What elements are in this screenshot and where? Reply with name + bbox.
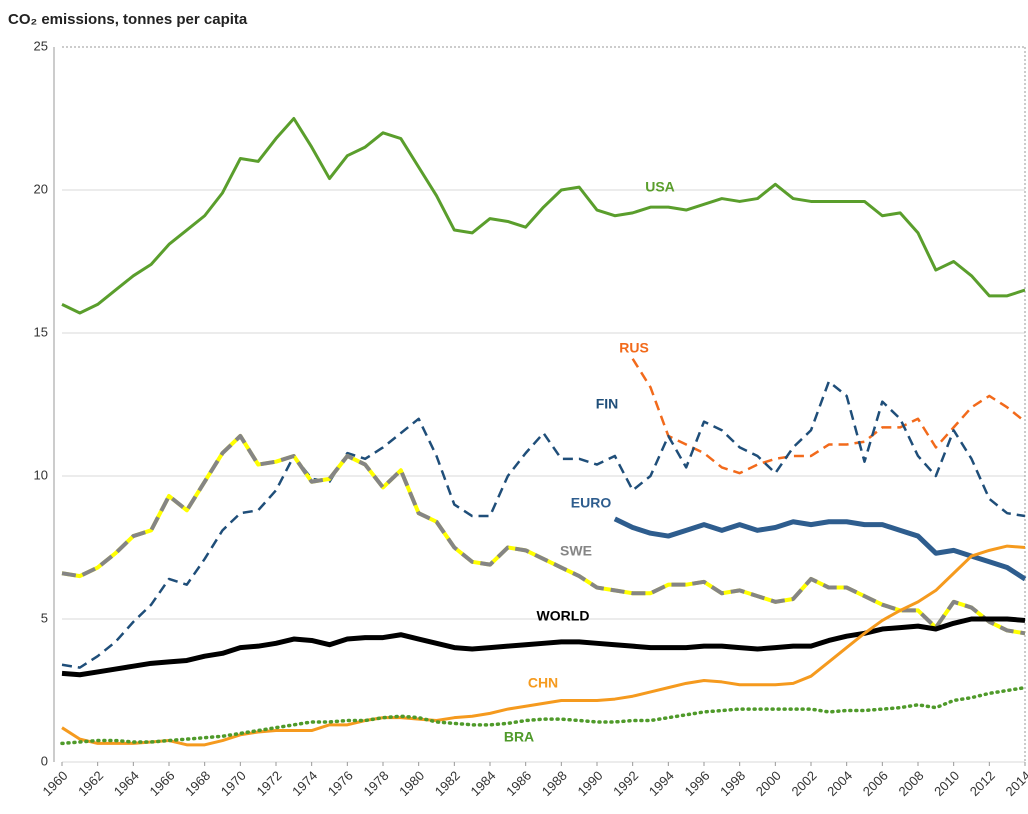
series-line — [61, 544, 1026, 747]
x-tick-label: 1966 — [146, 768, 177, 799]
y-tick-label: 10 — [34, 467, 48, 482]
x-tick-label: 1994 — [646, 768, 677, 799]
series-line — [613, 516, 1027, 582]
x-tick-label: 2002 — [788, 768, 819, 799]
x-tick-label: 1970 — [218, 768, 249, 799]
series-line — [61, 117, 1026, 315]
x-tick-label: 1964 — [111, 768, 142, 799]
series-label: USA — [645, 179, 675, 195]
y-tick-label: 5 — [41, 610, 48, 625]
series-line — [60, 685, 1027, 746]
x-tick-label: 1992 — [610, 768, 641, 799]
y-tick-label: 25 — [34, 38, 48, 53]
series-line — [61, 616, 1026, 678]
y-tick-label: 0 — [41, 753, 48, 768]
x-tick-label: 1976 — [325, 768, 356, 799]
x-tick-label: 1978 — [360, 768, 391, 799]
x-tick-label: 2014 — [1002, 768, 1028, 799]
x-tick-label: 1960 — [39, 768, 70, 799]
series-label: RUS — [619, 340, 649, 356]
x-tick-label: 1998 — [717, 768, 748, 799]
x-tick-label: 2000 — [753, 768, 784, 799]
y-tick-label: 15 — [34, 324, 48, 339]
x-tick-label: 2012 — [967, 768, 998, 799]
series-label: FIN — [596, 396, 619, 412]
x-tick-label: 1984 — [467, 768, 498, 799]
y-tick-label: 20 — [34, 181, 48, 196]
x-tick-label: 1988 — [539, 768, 570, 799]
series-line — [61, 380, 1026, 669]
x-tick-label: 2010 — [931, 768, 962, 799]
x-tick-label: 2006 — [860, 768, 891, 799]
series-label: WORLD — [537, 608, 590, 624]
series-label: SWE — [560, 543, 592, 559]
x-tick-label: 1968 — [182, 768, 213, 799]
x-tick-label: 1996 — [681, 768, 712, 799]
x-tick-label: 1980 — [396, 768, 427, 799]
series-label: EURO — [571, 495, 612, 511]
x-tick-label: 1974 — [289, 768, 320, 799]
x-tick-label: 1962 — [75, 768, 106, 799]
series-line — [631, 358, 1026, 475]
series-label: CHN — [528, 675, 558, 691]
x-tick-label: 2008 — [895, 768, 926, 799]
x-tick-label: 1972 — [253, 768, 284, 799]
x-tick-label: 1990 — [574, 768, 605, 799]
x-tick-label: 2004 — [824, 768, 855, 799]
line-underlay — [61, 433, 1026, 636]
x-tick-label: 1982 — [432, 768, 463, 799]
x-tick-label: 1986 — [503, 768, 534, 799]
series-label: BRA — [504, 729, 534, 745]
series-line — [61, 433, 1026, 636]
chart-title: CO₂ emissions, tonnes per capita — [8, 11, 248, 28]
